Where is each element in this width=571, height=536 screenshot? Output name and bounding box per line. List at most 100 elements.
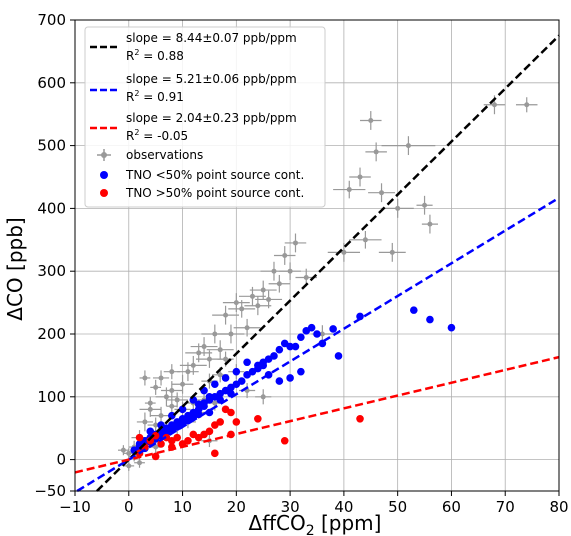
tno-high-point [211,449,219,458]
legend-tno-high-swatch [100,189,108,197]
observation-marker [373,149,379,155]
observation-point [144,396,156,410]
observation-marker [153,384,159,390]
legend-fit-blue-slope: slope = 5.21±0.06 ppb/ppm [126,72,297,86]
tno-low-point [291,342,300,351]
legend: slope = 8.44±0.07 ppb/ppm R2 = 0.88 slop… [84,26,326,208]
axis-ticks: −10 0 10 20 30 40 50 60 70 80 −50 0 100 200 300 400 500 6… [34,11,568,516]
observation-point [139,370,151,386]
observation-point [273,246,296,265]
observation-marker [255,303,261,309]
fit-lines-layer [74,34,560,493]
observation-marker [185,369,191,375]
observation-point [416,195,433,215]
observation-marker [169,403,175,409]
tno-low-point [232,367,241,376]
legend-fit-red-slope: slope = 2.04±0.23 ppb/ppm [126,111,297,125]
observation-marker [260,287,266,293]
tno-low-point [275,377,284,385]
observation-marker [249,293,255,299]
observation-marker [196,350,202,356]
observation-point [244,296,272,316]
fit-line-red [74,355,560,474]
y-tick-label: −50 [34,482,66,500]
observation-point [206,340,234,360]
legend-fit-red-r2: R2 = -0.05 [126,128,188,143]
observation-marker [357,174,363,180]
observation-point [152,370,170,386]
legend-tno-low-label: TNO <50% point source cont. [125,168,304,182]
observation-marker [233,300,239,306]
observation-marker [169,369,175,375]
observation-point [166,399,178,413]
legend-fit-black-slope: slope = 8.44±0.07 ppb/ppm [126,31,297,45]
observation-marker [147,400,153,406]
observation-point [228,300,256,318]
observation-point [360,111,382,130]
observation-point [217,324,245,344]
observation-point [163,364,180,380]
y-axis-label: ΔCO [ppb] [3,217,27,320]
observation-marker [126,450,132,456]
observation-point [279,262,301,280]
observation-marker [303,274,309,280]
observation-point [378,242,406,262]
observation-marker [180,381,186,387]
observation-point [118,445,129,456]
legend-tno-high-label: TNO >50% point source cont. [125,186,304,200]
observation-marker [223,356,229,362]
tno-low-point [254,361,262,370]
observation-marker [389,249,395,255]
observation-marker [271,268,277,274]
observation-marker [368,117,374,123]
observation-marker [217,347,223,353]
observation-marker [142,375,148,381]
y-tick-label: 300 [37,262,66,280]
x-tick-label: 40 [334,498,353,516]
observation-marker [260,394,266,400]
observation-point [179,355,207,375]
legend-observations-label: observations [126,148,203,162]
tno-low-point [221,374,230,382]
observation-marker [158,375,164,381]
tno-low-point [297,367,305,376]
x-tick-label: 80 [549,498,568,516]
y-tick-label: 600 [37,74,66,92]
x-tick-label: 50 [388,498,407,516]
tno-low-point [194,400,203,409]
observation-marker [319,331,325,337]
y-tick-label: 100 [37,388,66,406]
tno-low-point [184,416,192,425]
tno-low-point [447,323,456,332]
tno-high-point [216,418,224,426]
observation-marker [228,331,234,337]
observation-point [381,136,436,156]
observation-marker [405,143,411,149]
observation-point [421,214,438,234]
observation-point [233,318,261,337]
observation-point [284,233,307,253]
observation-marker [524,102,530,108]
y-tick-label: 500 [37,137,66,155]
legend-fit-black-r2: R2 = 0.88 [126,48,184,63]
legend-fit-blue-r2: R2 = 0.91 [126,89,184,104]
observation-marker [362,237,368,243]
x-tick-label: −10 [59,498,91,516]
tno-high-point [157,440,165,448]
observation-marker [379,190,385,196]
tno-low-point [286,342,294,351]
tno-low-point [211,380,219,389]
x-tick-label: 20 [227,498,246,516]
fit-line-blue [76,196,560,493]
tno-low-point [313,330,321,338]
tno-high-point [280,436,289,445]
observation-point [255,389,272,405]
fit-line-black [96,34,560,492]
observation-point [171,374,194,394]
observation-marker [266,296,272,302]
tno-low-point [146,427,155,436]
observation-point [190,337,218,356]
observation-marker [158,413,164,419]
observation-marker [395,205,401,211]
